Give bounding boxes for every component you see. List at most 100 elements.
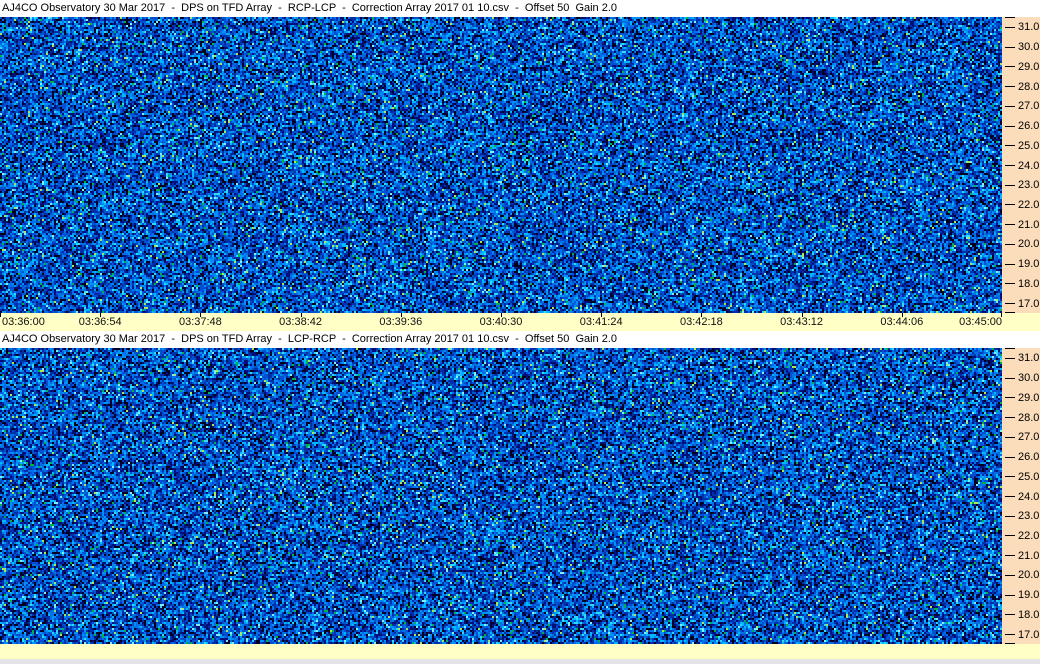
frequency-tick-label: 28.0 [1018, 411, 1040, 424]
frequency-tick-label: 30.0 [1018, 41, 1040, 54]
time-axis: 03:36:00 03:36:54 03:37:48 03:38:42 03:39:36… [0, 313, 1040, 331]
frequency-tick [1005, 457, 1015, 458]
spectrogram-image [0, 17, 1002, 313]
frequency-tick [1005, 378, 1015, 379]
frequency-tick [1005, 47, 1015, 48]
frequency-tick [1005, 358, 1015, 359]
frequency-tick [1005, 224, 1015, 225]
frequency-tick [1005, 244, 1015, 245]
frequency-tick [1005, 535, 1015, 536]
time-tick [501, 313, 502, 317]
time-tick-label: 03:37:48 [178, 316, 222, 328]
frequency-tick-label: 18.0 [1018, 608, 1040, 621]
spectrograph-panel-1: AJ4CO Observatory 30 Mar 2017 - DPS on T… [0, 0, 1040, 331]
plot-row: 31.0 30.0 29.0 28.0 27.0 26.0 25.0 24.0 23.0 22.0… [0, 17, 1040, 313]
frequency-tick-label: 20.0 [1018, 569, 1040, 582]
frequency-tick-label: 25.0 [1018, 470, 1040, 483]
time-tick-label: 03:36:54 [78, 316, 122, 328]
frequency-tick [1005, 634, 1015, 635]
panel-title: AJ4CO Observatory 30 Mar 2017 - DPS on T… [0, 331, 1040, 348]
time-tick-label: 03:43:12 [780, 316, 824, 328]
frequency-tick [1005, 145, 1015, 146]
frequency-tick [1005, 417, 1015, 418]
frequency-tick-label: 24.0 [1018, 159, 1040, 172]
frequency-tick [1005, 264, 1015, 265]
frequency-tick-label: 18.0 [1018, 277, 1040, 290]
frequency-tick-label: 17.0 [1018, 297, 1040, 310]
time-tick [301, 313, 302, 317]
frequency-tick [1005, 303, 1015, 304]
frequency-tick [1005, 185, 1015, 186]
window-edge [0, 659, 1040, 664]
frequency-edge-tick [1005, 643, 1015, 644]
frequency-tick-label: 26.0 [1018, 451, 1040, 464]
time-tick-label: 03:44:06 [880, 316, 924, 328]
frequency-tick-label: 19.0 [1018, 258, 1040, 271]
frequency-axis: 31.0 30.0 29.0 28.0 27.0 26.0 25.0 24.0 23.0 22.0… [1002, 348, 1040, 644]
frequency-tick-label: 23.0 [1018, 179, 1040, 192]
frequency-tick [1005, 27, 1015, 28]
frequency-edge-tick [1005, 312, 1015, 313]
frequency-tick-label: 19.0 [1018, 589, 1040, 602]
time-tick-label: 03:39:36 [379, 316, 423, 328]
frequency-edge-tick [1005, 348, 1015, 349]
frequency-tick [1005, 397, 1015, 398]
frequency-tick-label: 26.0 [1018, 120, 1040, 133]
time-tick-label: 03:41:24 [579, 316, 623, 328]
time-tick-label: 03:38:42 [279, 316, 323, 328]
frequency-tick [1005, 496, 1015, 497]
frequency-tick-label: 22.0 [1018, 529, 1040, 542]
time-tick [802, 313, 803, 317]
time-tick-label: 03:36:00 [2, 316, 45, 328]
time-tick [601, 313, 602, 317]
frequency-tick [1005, 283, 1015, 284]
frequency-tick [1005, 614, 1015, 615]
frequency-tick-label: 27.0 [1018, 431, 1040, 444]
frequency-tick-label: 21.0 [1018, 218, 1040, 231]
frequency-tick-label: 21.0 [1018, 549, 1040, 562]
frequency-tick [1005, 106, 1015, 107]
frequency-tick [1005, 555, 1015, 556]
frequency-tick-label: 23.0 [1018, 510, 1040, 523]
frequency-tick-label: 29.0 [1018, 391, 1040, 404]
frequency-tick [1005, 437, 1015, 438]
frequency-tick-label: 31.0 [1018, 21, 1040, 34]
frequency-tick [1005, 66, 1015, 67]
time-tick [401, 313, 402, 317]
time-axis [0, 644, 1040, 659]
frequency-tick [1005, 595, 1015, 596]
frequency-tick-label: 30.0 [1018, 372, 1040, 385]
frequency-tick [1005, 165, 1015, 166]
frequency-tick-label: 29.0 [1018, 60, 1040, 73]
time-tick [0, 313, 1, 317]
frequency-tick-label: 28.0 [1018, 80, 1040, 93]
frequency-axis: 31.0 30.0 29.0 28.0 27.0 26.0 25.0 24.0 23.0 22.0… [1002, 17, 1040, 313]
frequency-tick-label: 17.0 [1018, 628, 1040, 641]
time-tick [701, 313, 702, 317]
time-tick [1001, 313, 1002, 317]
time-tick-label: 03:45:00 [959, 316, 1002, 328]
frequency-tick-label: 25.0 [1018, 139, 1040, 152]
frequency-tick [1005, 516, 1015, 517]
frequency-tick-label: 31.0 [1018, 352, 1040, 365]
frequency-tick [1005, 86, 1015, 87]
time-tick [100, 313, 101, 317]
time-tick [200, 313, 201, 317]
spectrogram-image [0, 348, 1002, 644]
time-tick [902, 313, 903, 317]
time-tick-label: 03:42:18 [679, 316, 723, 328]
frequency-tick [1005, 204, 1015, 205]
frequency-tick-label: 20.0 [1018, 238, 1040, 251]
frequency-tick [1005, 476, 1015, 477]
panel-title: AJ4CO Observatory 30 Mar 2017 - DPS on T… [0, 0, 1040, 17]
frequency-tick [1005, 126, 1015, 127]
frequency-tick-label: 22.0 [1018, 198, 1040, 211]
spectrograph-panel-2: AJ4CO Observatory 30 Mar 2017 - DPS on T… [0, 331, 1040, 659]
plot-row: 31.0 30.0 29.0 28.0 27.0 26.0 25.0 24.0 23.0 22.0… [0, 348, 1040, 644]
frequency-edge-tick [1005, 17, 1015, 18]
frequency-tick [1005, 575, 1015, 576]
time-tick-label: 03:40:30 [479, 316, 523, 328]
frequency-tick-label: 24.0 [1018, 490, 1040, 503]
frequency-tick-label: 27.0 [1018, 100, 1040, 113]
